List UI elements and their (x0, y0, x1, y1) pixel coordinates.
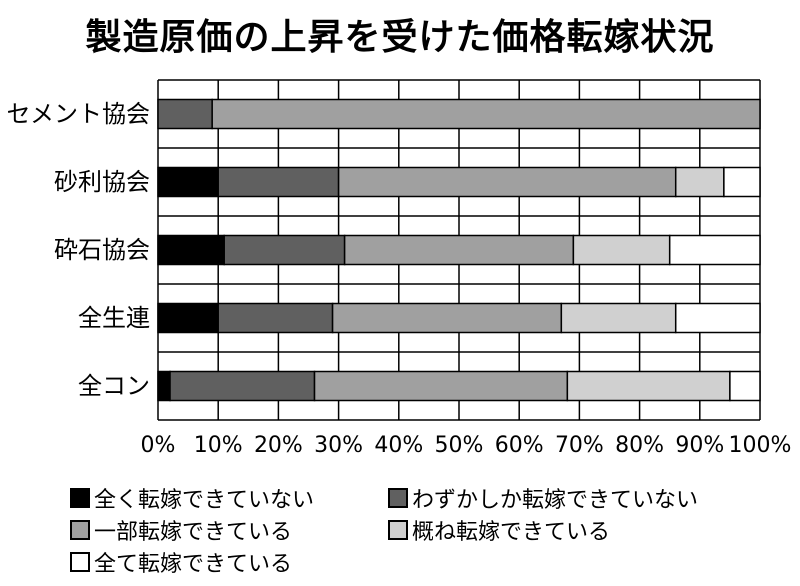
chart-title: 製造原価の上昇を受けた価格転嫁状況 (85, 17, 715, 58)
bar-segment (217, 302, 334, 334)
x-tick-label: 20% (254, 433, 303, 458)
bar-segment (157, 166, 219, 198)
x-tick-label: 80% (615, 433, 664, 458)
category-label: 砕石協会 (54, 236, 150, 264)
x-tick-label: 10% (194, 433, 243, 458)
category-label: 全生連 (78, 304, 150, 332)
x-tick-label: 40% (374, 433, 423, 458)
bar-segment (223, 234, 346, 266)
bar-segment (566, 370, 731, 402)
bar-segment (723, 166, 761, 198)
bar-segment (560, 302, 677, 334)
bars (157, 98, 761, 402)
bar-segment (674, 302, 761, 334)
bar-segment (729, 370, 761, 402)
x-tick-label: 50% (435, 433, 484, 458)
bar-segment (674, 166, 725, 198)
bar-segment (343, 234, 575, 266)
bar-segment (157, 98, 213, 130)
category-label: 砂利協会 (54, 168, 150, 196)
x-tick-label: 60% (495, 433, 544, 458)
x-tick-label: 70% (555, 433, 604, 458)
x-tick-label: 0% (141, 433, 176, 458)
bar-segment (157, 234, 225, 266)
category-label: セメント協会 (6, 100, 150, 128)
bar-segment (668, 234, 761, 266)
x-tick-label: 30% (314, 433, 363, 458)
bar-segment (572, 234, 671, 266)
bar-segment (169, 370, 316, 402)
bar-segment (157, 302, 219, 334)
category-label: 全コン (78, 372, 150, 400)
x-tick-label: 100% (729, 433, 792, 458)
x-tick-label: 90% (675, 433, 724, 458)
bar-segment (217, 166, 340, 198)
bar-segment (337, 166, 677, 198)
x-tick-labels: 0% 10% 20% 30% 40% 50% 60% 70% 80% 90% 100% (141, 433, 792, 458)
bar-segment (157, 370, 171, 402)
bar-segment (331, 302, 563, 334)
bar-segment (313, 370, 569, 402)
bar-segment (211, 98, 761, 130)
